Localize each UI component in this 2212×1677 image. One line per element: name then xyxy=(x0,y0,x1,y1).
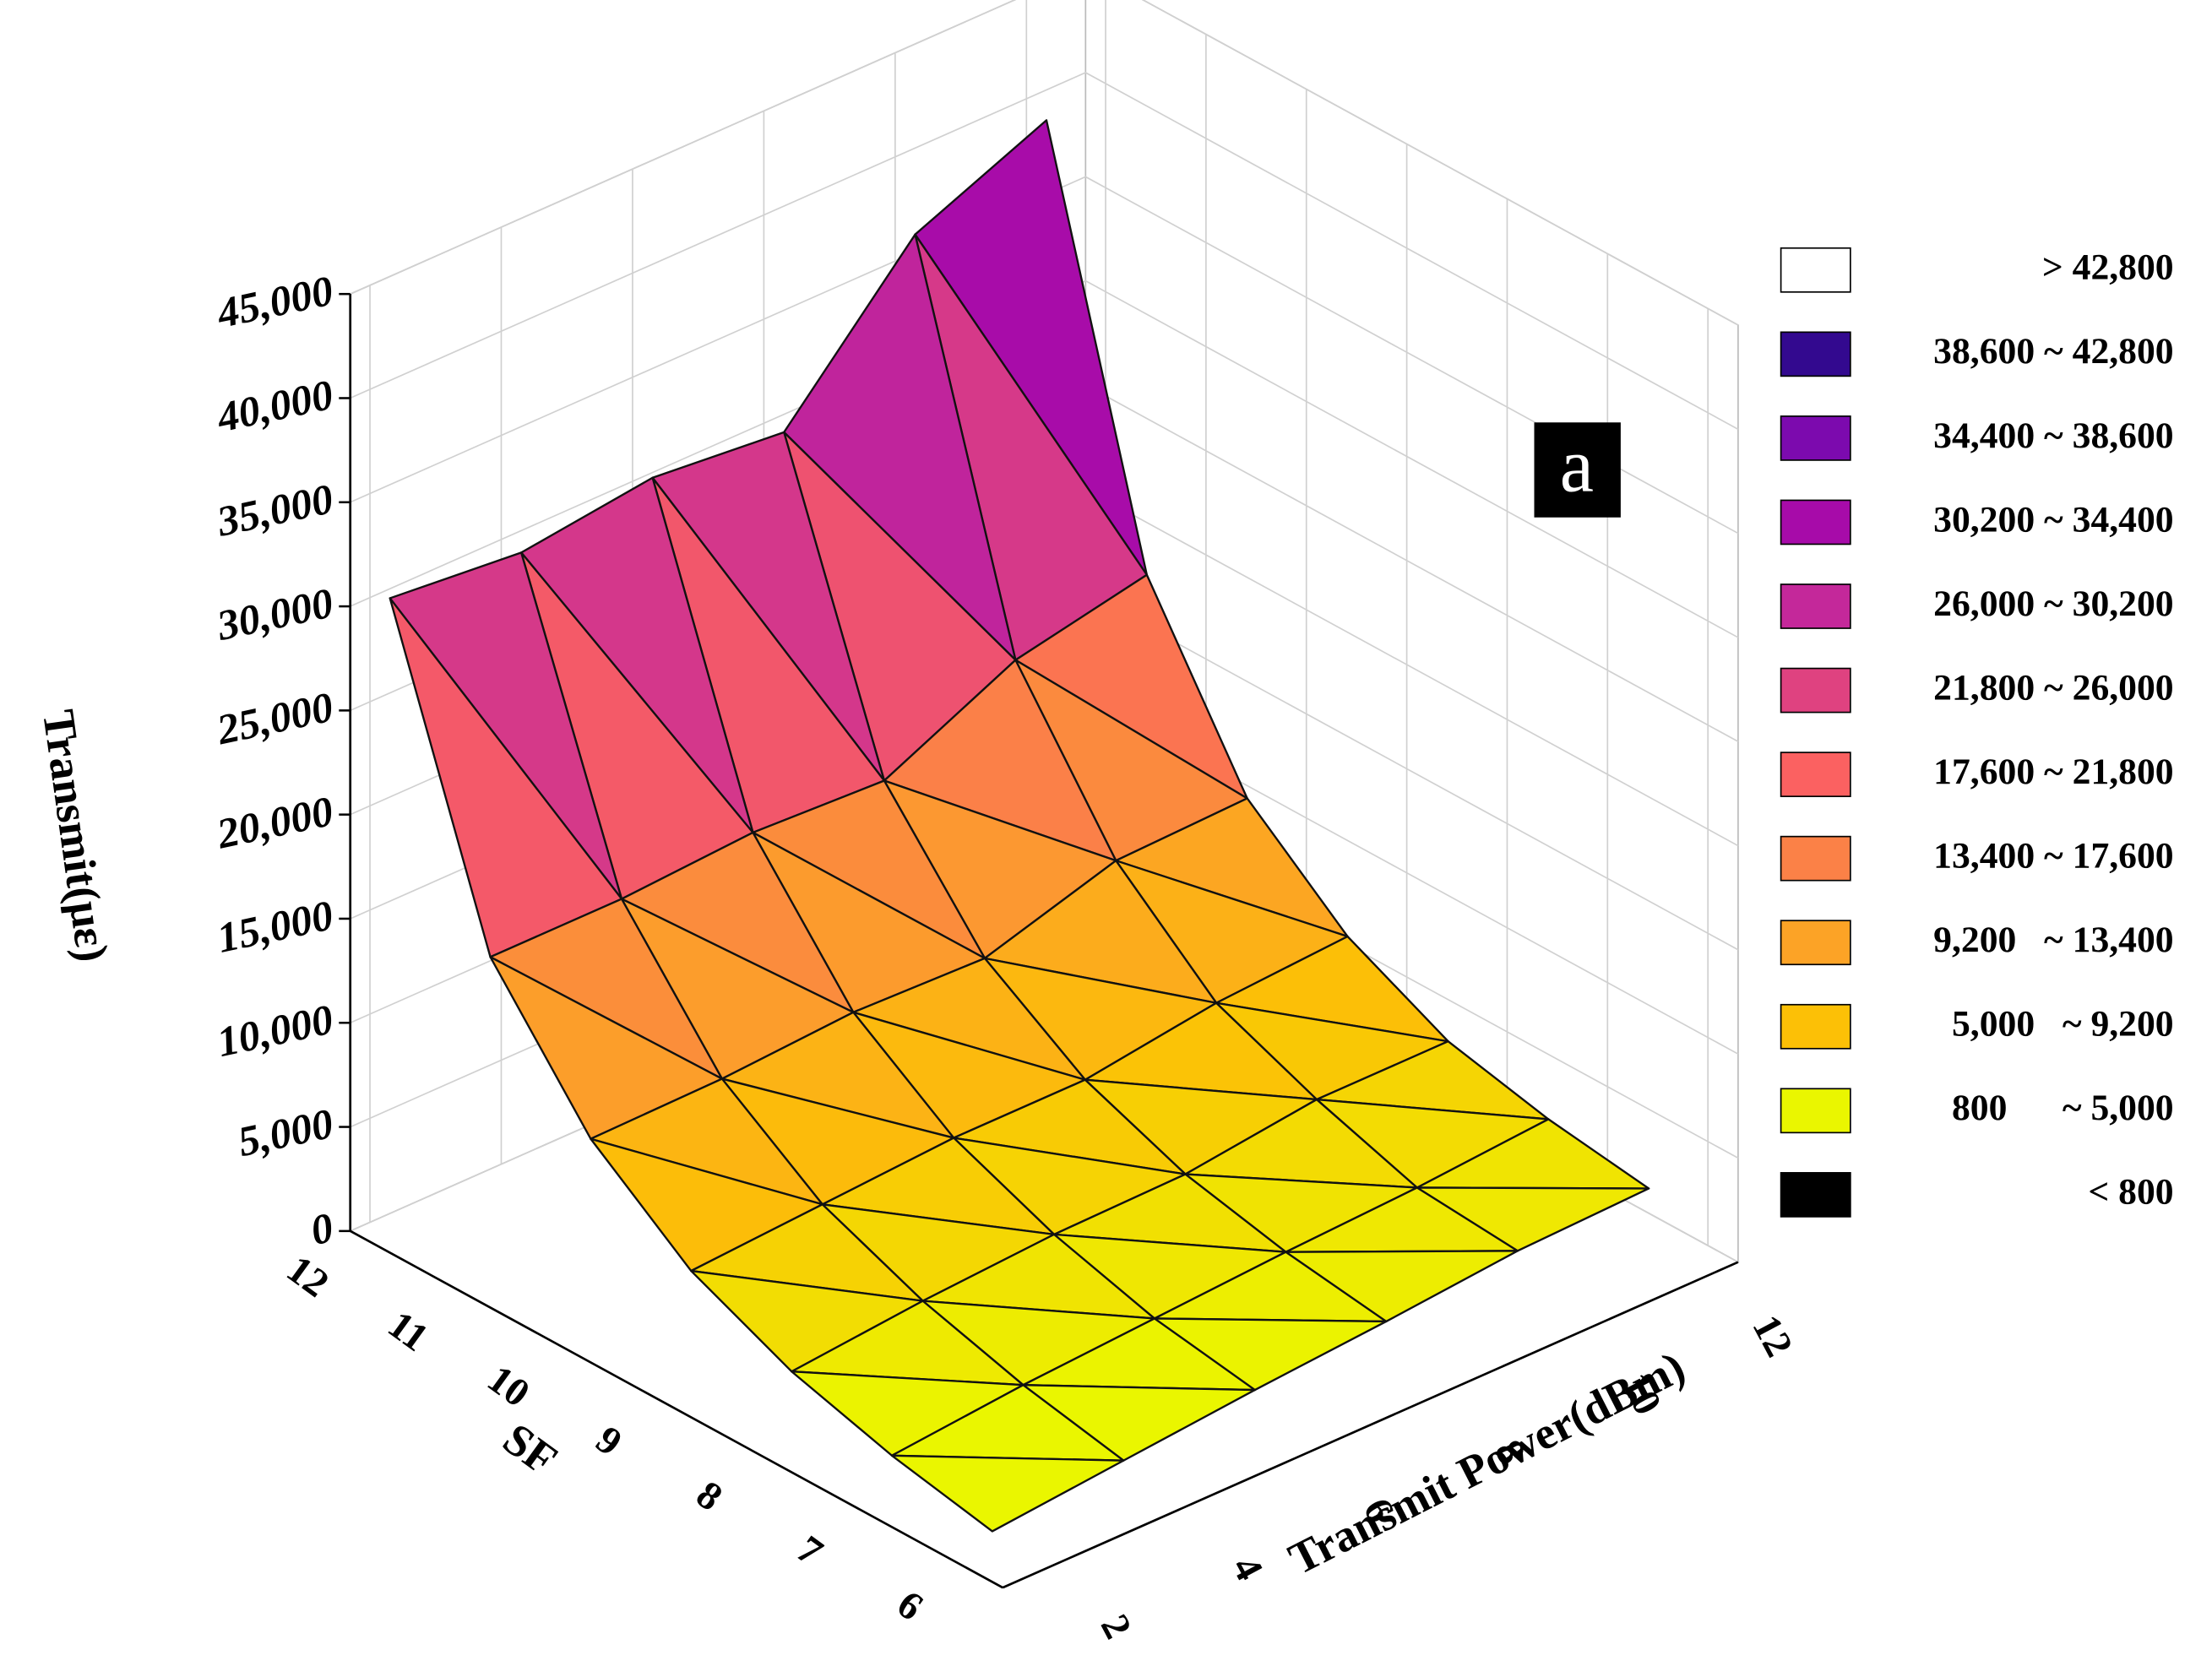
surface-facet xyxy=(890,1454,1125,1533)
legend-label: 5,000 ~ 9,200 xyxy=(1952,1004,2174,1045)
legend-swatch xyxy=(1780,499,1851,545)
grid-line xyxy=(350,280,1739,638)
grid-line xyxy=(350,176,1739,535)
legend-swatch xyxy=(1780,331,1851,377)
legend-swatch xyxy=(1780,415,1851,461)
legend-swatch xyxy=(1780,247,1851,293)
legend-swatch xyxy=(1780,920,1851,966)
y-axis-line xyxy=(350,1229,1003,1589)
legend-swatch xyxy=(1780,1172,1851,1218)
legend-swatch xyxy=(1780,835,1851,882)
legend-swatch xyxy=(1780,752,1851,797)
legend-label: 30,200 ~ 34,400 xyxy=(1933,499,2173,540)
legend-label: 800 ~ 5,000 xyxy=(1952,1088,2174,1128)
legend-label: 13,400 ~ 17,600 xyxy=(1933,836,2173,876)
grid-line xyxy=(350,0,1739,326)
legend-swatch xyxy=(1780,583,1851,629)
x-axis-line xyxy=(1002,1261,1739,1589)
legend-label: 26,000 ~ 30,200 xyxy=(1933,583,2173,624)
legend-label: > 42,800 xyxy=(2042,247,2174,288)
legend-label: 38,600 ~ 42,800 xyxy=(1933,331,2173,372)
legend-label: 9,200 ~ 13,400 xyxy=(1933,920,2173,960)
legend-label: < 800 xyxy=(2088,1172,2173,1213)
legend-label: 34,400 ~ 38,600 xyxy=(1933,415,2173,456)
legend-label: 21,800 ~ 26,000 xyxy=(1933,667,2173,708)
legend-swatch xyxy=(1780,667,1851,714)
annotation: a xyxy=(1560,423,1594,508)
surface xyxy=(389,119,1650,1533)
legend: > 42,800 38,600 ~ 42,800 34,400 ~ 38,600 30… xyxy=(1780,247,2174,1218)
grid-line xyxy=(350,72,1739,431)
legend-swatch xyxy=(1780,1088,1851,1134)
legend-swatch xyxy=(1780,1003,1851,1050)
legend-label: 17,600 ~ 21,800 xyxy=(1933,752,2173,792)
annotation-box xyxy=(1534,422,1621,518)
